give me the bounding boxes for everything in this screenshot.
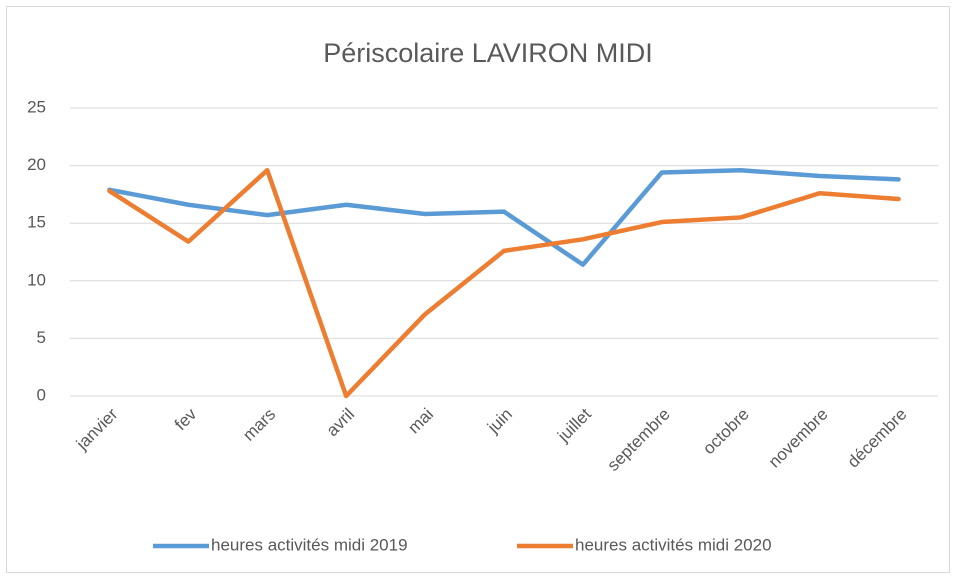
series-line <box>107 167 901 399</box>
y-tick-label: 20 <box>27 155 46 174</box>
legend-label: heures activités midi 2020 <box>575 535 772 554</box>
y-tick-label: 5 <box>37 328 46 347</box>
y-tick-label: 0 <box>37 385 46 404</box>
y-tick-label: 25 <box>27 97 46 116</box>
series-line <box>107 167 901 267</box>
legend-label: heures activités midi 2019 <box>211 535 408 554</box>
chart-border <box>6 6 950 573</box>
chart-title: Périscolaire LAVIRON MIDI <box>323 38 653 68</box>
y-tick-label: 15 <box>27 213 46 232</box>
y-tick-label: 10 <box>27 270 46 289</box>
